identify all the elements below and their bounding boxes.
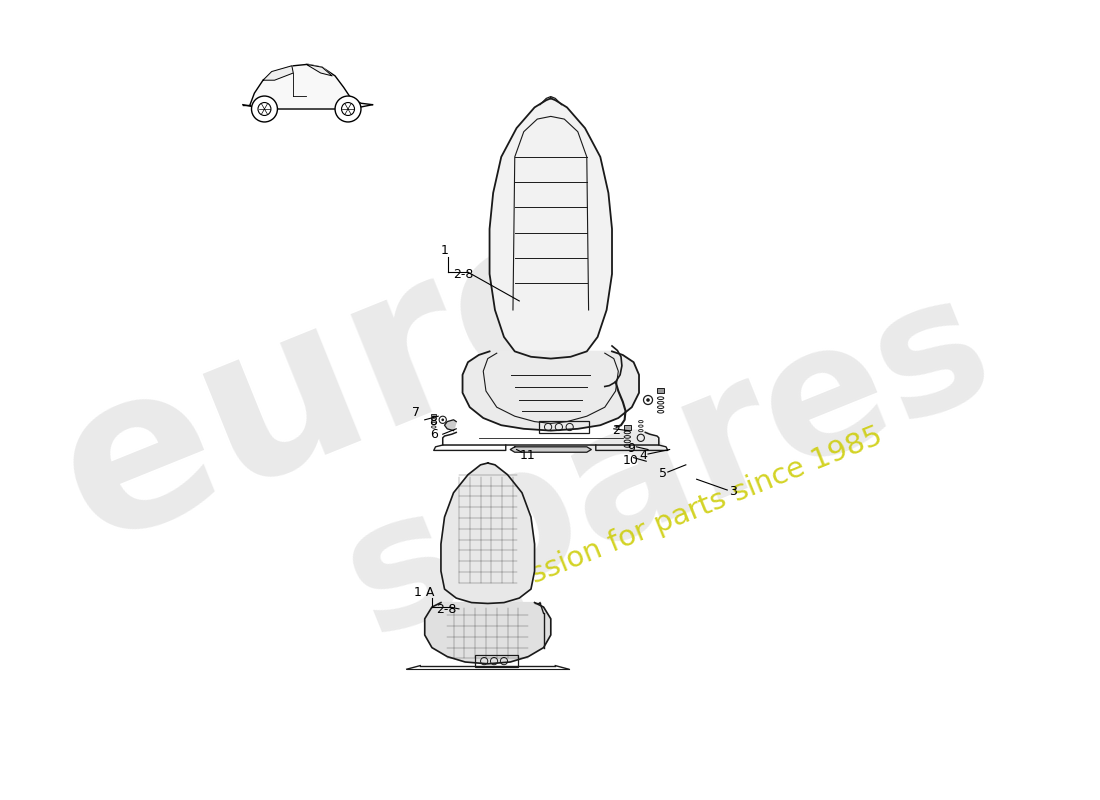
Text: 7: 7 <box>412 406 420 419</box>
Polygon shape <box>462 351 639 430</box>
Circle shape <box>341 102 354 115</box>
Text: 2-8: 2-8 <box>437 603 456 616</box>
Bar <box>475 655 518 667</box>
Circle shape <box>441 418 444 421</box>
Polygon shape <box>510 447 592 452</box>
Text: 6: 6 <box>430 428 438 441</box>
Text: 1: 1 <box>441 244 449 257</box>
Text: 2: 2 <box>612 424 620 438</box>
Polygon shape <box>490 98 612 358</box>
Polygon shape <box>263 66 294 80</box>
Text: 4: 4 <box>639 449 647 462</box>
Circle shape <box>646 398 650 402</box>
Bar <box>657 388 664 393</box>
Circle shape <box>336 96 361 122</box>
Polygon shape <box>243 64 373 109</box>
Text: 1 A: 1 A <box>414 586 435 599</box>
Text: 5: 5 <box>659 466 667 479</box>
Text: euro: euro <box>30 176 639 588</box>
Text: 9: 9 <box>627 442 635 455</box>
Polygon shape <box>306 64 332 76</box>
Polygon shape <box>441 463 535 603</box>
Polygon shape <box>444 420 456 430</box>
Text: spares: spares <box>321 254 1015 671</box>
Circle shape <box>252 96 277 122</box>
Text: 2-8: 2-8 <box>453 267 474 281</box>
Text: a passion for parts since 1985: a passion for parts since 1985 <box>468 422 887 613</box>
Circle shape <box>258 102 271 115</box>
Text: 10: 10 <box>623 454 639 467</box>
Bar <box>539 421 590 434</box>
Polygon shape <box>425 602 551 664</box>
Text: 11: 11 <box>519 449 535 462</box>
Bar <box>624 426 631 430</box>
Bar <box>431 414 437 416</box>
Text: 3: 3 <box>729 485 737 498</box>
Text: 8: 8 <box>429 415 437 428</box>
